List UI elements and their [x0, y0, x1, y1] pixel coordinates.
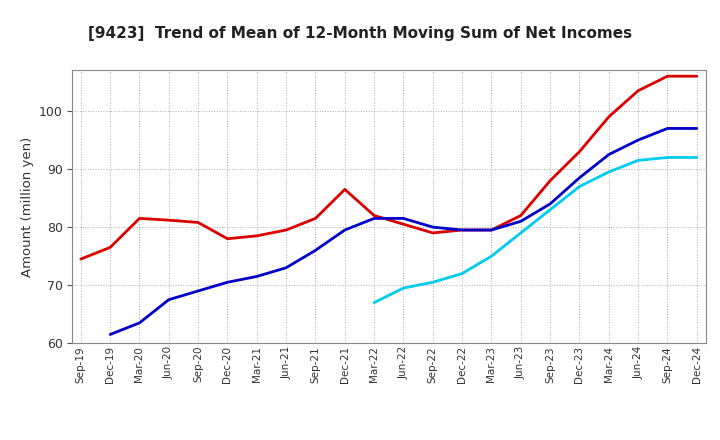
3 Years — [253, 233, 261, 238]
7 Years — [399, 286, 408, 291]
3 Years — [194, 220, 202, 225]
5 Years — [399, 216, 408, 221]
3 Years — [693, 73, 701, 79]
5 Years — [253, 274, 261, 279]
7 Years — [428, 279, 437, 285]
3 Years — [663, 73, 672, 79]
5 Years — [370, 216, 379, 221]
Line: 3 Years: 3 Years — [81, 76, 697, 259]
7 Years — [458, 271, 467, 276]
5 Years — [311, 248, 320, 253]
3 Years — [575, 149, 584, 154]
5 Years — [663, 126, 672, 131]
3 Years — [634, 88, 642, 93]
3 Years — [428, 230, 437, 235]
7 Years — [487, 253, 496, 259]
3 Years — [164, 217, 173, 223]
5 Years — [546, 201, 554, 206]
7 Years — [575, 184, 584, 189]
5 Years — [575, 175, 584, 180]
3 Years — [399, 222, 408, 227]
3 Years — [76, 257, 85, 262]
3 Years — [135, 216, 144, 221]
5 Years — [282, 265, 290, 271]
5 Years — [487, 227, 496, 233]
7 Years — [546, 207, 554, 213]
5 Years — [693, 126, 701, 131]
3 Years — [516, 213, 525, 218]
5 Years — [634, 137, 642, 143]
3 Years — [370, 213, 379, 218]
7 Years — [663, 155, 672, 160]
3 Years — [487, 227, 496, 233]
3 Years — [341, 187, 349, 192]
3 Years — [223, 236, 232, 242]
5 Years — [164, 297, 173, 302]
3 Years — [458, 227, 467, 233]
7 Years — [605, 169, 613, 175]
Line: 7 Years: 7 Years — [374, 158, 697, 303]
5 Years — [516, 219, 525, 224]
5 Years — [135, 320, 144, 326]
7 Years — [634, 158, 642, 163]
5 Years — [223, 279, 232, 285]
3 Years — [311, 216, 320, 221]
5 Years — [194, 288, 202, 293]
5 Years — [428, 224, 437, 230]
7 Years — [370, 300, 379, 305]
3 Years — [282, 227, 290, 233]
7 Years — [693, 155, 701, 160]
5 Years — [458, 227, 467, 233]
Line: 5 Years: 5 Years — [110, 128, 697, 334]
3 Years — [605, 114, 613, 120]
5 Years — [341, 227, 349, 233]
Text: [9423]  Trend of Mean of 12-Month Moving Sum of Net Incomes: [9423] Trend of Mean of 12-Month Moving … — [88, 26, 632, 41]
3 Years — [106, 245, 114, 250]
3 Years — [546, 178, 554, 183]
Y-axis label: Amount (million yen): Amount (million yen) — [21, 137, 34, 277]
5 Years — [605, 152, 613, 157]
5 Years — [106, 332, 114, 337]
7 Years — [516, 230, 525, 235]
